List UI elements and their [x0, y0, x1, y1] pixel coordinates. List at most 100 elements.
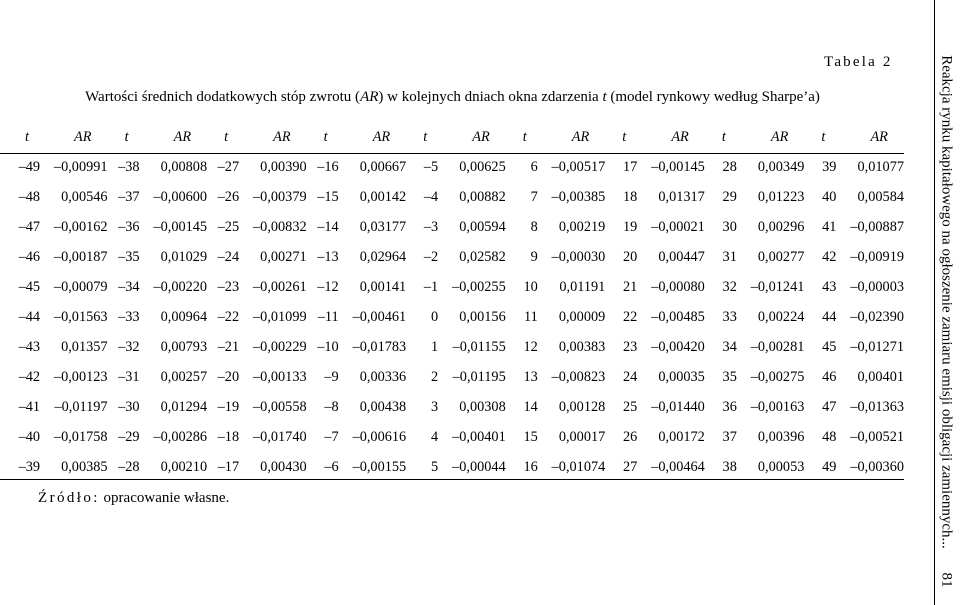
day-cell: 2 — [431, 369, 439, 385]
day-cell: 34 — [722, 339, 737, 355]
table-row: –42 –0,00123 –31 0,00257 –20 –0,00133 –9 0,0033… — [8, 362, 904, 392]
ar-value-cell: –0,01740 — [253, 429, 307, 445]
ar-value-cell: 0,00035 — [658, 369, 705, 385]
day-cell: –26 — [217, 189, 240, 205]
ar-value-cell: 0,01029 — [160, 249, 208, 265]
day-cell: –13 — [317, 249, 339, 265]
ar-value-cell: 0,00224 — [757, 309, 805, 325]
ar-value-cell: –0,01155 — [452, 339, 506, 355]
ar-value-cell: 0,00594 — [459, 219, 506, 235]
ar-value-cell: 0,00396 — [757, 429, 805, 445]
ar-value-cell: –0,00558 — [253, 399, 307, 415]
ar-value-cell: –0,01099 — [253, 309, 307, 325]
ar-value-cell: –0,00281 — [750, 339, 805, 355]
ar-value-cell: –0,00163 — [750, 399, 805, 415]
table-row: –46 –0,00187 –35 0,01029 –24 0,00271 –13 0,0296… — [8, 242, 904, 272]
ar-value-cell: –0,02390 — [850, 309, 904, 325]
ar-value-cell: –0,00275 — [750, 369, 805, 385]
ar-value-cell: –0,00991 — [53, 159, 108, 175]
day-cell: 1 — [431, 339, 439, 355]
column-header-t: t — [124, 129, 129, 145]
column-header-ar: AR — [571, 129, 590, 145]
day-cell: 31 — [722, 249, 737, 265]
column-header-ar: AR — [870, 129, 888, 145]
day-cell: 9 — [530, 249, 538, 265]
header-rule — [0, 153, 904, 154]
column-header-ar: AR — [173, 129, 192, 145]
ar-value-cell: 0,01077 — [857, 159, 904, 175]
day-cell: –29 — [118, 429, 140, 445]
day-cell: –43 — [18, 339, 41, 355]
day-cell: –15 — [317, 189, 339, 205]
ar-value-cell: –0,00385 — [551, 189, 606, 205]
column-header-ar: AR — [472, 129, 490, 145]
day-cell: 25 — [623, 399, 638, 415]
day-cell: –37 — [118, 189, 140, 205]
day-cell: 10 — [523, 279, 538, 295]
source-note: Źródło: opracowanie własne. — [38, 490, 229, 507]
ar-value-cell: –0,00162 — [53, 219, 108, 235]
ar-value-cell: –0,00030 — [551, 249, 606, 265]
day-cell: –28 — [118, 459, 140, 475]
ar-value-cell: –0,00600 — [153, 189, 208, 205]
day-cell: –41 — [18, 399, 41, 415]
ar-value-cell: 0,00793 — [160, 339, 208, 355]
ar-value-cell: –0,00155 — [352, 459, 407, 475]
day-cell: –38 — [118, 159, 140, 175]
day-cell: 7 — [530, 189, 538, 205]
day-cell: 49 — [822, 459, 837, 475]
column-header-t: t — [821, 129, 826, 145]
ar-value-cell: –0,01758 — [53, 429, 108, 445]
day-cell: –21 — [217, 339, 240, 355]
caption-ar: AR — [360, 89, 379, 105]
day-cell: 36 — [722, 399, 737, 415]
ar-value-cell: 0,00172 — [658, 429, 705, 445]
column-header-ar: AR — [372, 129, 391, 145]
ar-value-cell: –0,01195 — [452, 369, 506, 385]
ar-value-cell: –0,01363 — [850, 399, 904, 415]
ar-value-cell: –0,01241 — [750, 279, 805, 295]
day-cell: 6 — [530, 159, 538, 175]
column-header-ar: AR — [74, 129, 92, 145]
day-cell: 27 — [623, 459, 638, 475]
day-cell: –35 — [118, 249, 140, 265]
day-cell: –1 — [423, 279, 439, 295]
ar-value-cell: –0,00261 — [253, 279, 307, 295]
table-row: –43 0,01357 –32 0,00793 –21 –0,00229 –10 –0,017… — [8, 332, 904, 362]
day-cell: –18 — [217, 429, 240, 445]
day-cell: –23 — [217, 279, 240, 295]
ar-value-cell: –0,00887 — [850, 219, 904, 235]
day-cell: –47 — [18, 219, 41, 235]
ar-value-cell: –0,00521 — [850, 429, 904, 445]
ar-value-cell: –0,00220 — [153, 279, 208, 295]
caption-text-2: ) w kolejnych dniach okna zdarzenia — [378, 89, 603, 105]
ar-value-cell: –0,01074 — [551, 459, 606, 475]
column-header-t: t — [423, 129, 428, 145]
ar-value-cell: 0,00438 — [359, 399, 407, 415]
table-row: –49 –0,00991 –38 0,00808 –27 0,00390 –16 0,0066… — [8, 152, 904, 182]
day-cell: 0 — [431, 309, 439, 325]
day-cell: 12 — [523, 339, 538, 355]
day-cell: –36 — [118, 219, 140, 235]
ar-value-cell: –0,00616 — [352, 429, 407, 445]
day-cell: –49 — [18, 159, 41, 175]
ar-value-cell: 0,00009 — [558, 309, 606, 325]
ar-value-cell: –0,00823 — [551, 369, 606, 385]
day-cell: –39 — [18, 459, 41, 475]
table-row: –47 –0,00162 –36 –0,00145 –25 –0,00832 –14 0,03… — [8, 212, 904, 242]
page-number: 81 — [938, 572, 955, 588]
day-cell: –11 — [317, 309, 339, 325]
table-row: –44 –0,01563 –33 0,00964 –22 –0,01099 –11 –0,00… — [8, 302, 904, 332]
ar-value-cell: 0,00296 — [757, 219, 805, 235]
ar-value-cell: 0,02582 — [459, 249, 506, 265]
day-cell: 47 — [822, 399, 837, 415]
day-cell: 15 — [523, 429, 538, 445]
ar-value-cell: 0,03177 — [359, 219, 407, 235]
day-cell: –6 — [324, 459, 339, 475]
day-cell: 33 — [722, 309, 737, 325]
day-cell: 4 — [431, 429, 439, 445]
day-cell: –10 — [317, 339, 339, 355]
column-header-t: t — [323, 129, 328, 145]
day-cell: 42 — [822, 249, 837, 265]
ar-value-cell: –0,00133 — [253, 369, 307, 385]
